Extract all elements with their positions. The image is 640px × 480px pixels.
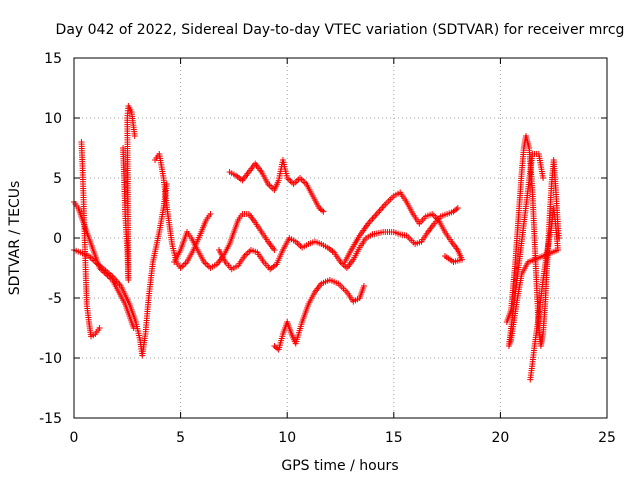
x-tick-label: 10 bbox=[278, 430, 296, 446]
y-tick-label: 5 bbox=[53, 171, 62, 187]
data-point-marker bbox=[430, 212, 437, 219]
data-point-marker bbox=[454, 205, 461, 211]
data-point-marker bbox=[271, 247, 278, 253]
x-tick-label: 5 bbox=[176, 430, 185, 446]
grid-lines bbox=[74, 58, 607, 418]
tick-labels: 0 5 10 15 20 25 -15 -10 -5 0 5 10 15 bbox=[39, 51, 616, 446]
y-tick-label: -10 bbox=[39, 351, 62, 367]
data-point-marker bbox=[294, 240, 301, 247]
data-point-marker bbox=[244, 250, 251, 256]
data-point-marker bbox=[246, 248, 253, 255]
chart-title: Day 042 of 2022, Sidereal Day-to-day VTE… bbox=[56, 22, 625, 38]
y-tick-label: 15 bbox=[44, 51, 62, 67]
y-tick-label: 10 bbox=[44, 111, 62, 127]
y-axis-label: SDTVAR / TECUs bbox=[7, 181, 23, 296]
data-point-marker bbox=[96, 325, 103, 331]
data-point-marker bbox=[319, 207, 326, 214]
data-point-marker bbox=[243, 251, 250, 258]
data-point-marker bbox=[453, 206, 460, 213]
y-tick-label: 0 bbox=[53, 231, 62, 247]
data-point-marker bbox=[268, 184, 275, 190]
y-tick-label: -15 bbox=[39, 411, 62, 427]
data-point-marker bbox=[441, 253, 448, 259]
data-point-marker bbox=[296, 175, 303, 181]
x-tick-label: 0 bbox=[70, 430, 79, 446]
x-tick-label: 25 bbox=[598, 430, 616, 446]
data-point-marker bbox=[204, 262, 211, 268]
data-point-marker bbox=[295, 241, 302, 248]
data-point-marker bbox=[180, 262, 187, 268]
data-point-marker bbox=[182, 260, 189, 267]
x-axis-label: GPS time / hours bbox=[281, 458, 398, 474]
data-point-marker bbox=[293, 178, 300, 184]
data-point-marker bbox=[266, 182, 273, 189]
data-point-marker bbox=[131, 133, 138, 139]
data-point-marker bbox=[540, 175, 547, 181]
data-point-marker bbox=[292, 179, 299, 186]
plot-frame bbox=[73, 57, 608, 419]
data-point-marker bbox=[300, 178, 307, 184]
x-tick-label: 20 bbox=[491, 430, 509, 446]
data-point-marker bbox=[130, 325, 137, 331]
data-point-marker bbox=[339, 260, 346, 267]
data-points bbox=[71, 103, 563, 383]
data-point-marker bbox=[290, 181, 297, 187]
data-point-marker bbox=[287, 178, 294, 184]
data-point-marker bbox=[207, 211, 214, 217]
data-point-marker bbox=[202, 260, 209, 267]
data-point-marker bbox=[301, 179, 308, 186]
y-tick-label: -5 bbox=[48, 291, 62, 307]
data-point-marker bbox=[320, 208, 327, 215]
data-point-marker bbox=[298, 176, 305, 183]
x-tick-label: 15 bbox=[385, 430, 403, 446]
data-point-marker bbox=[360, 283, 367, 289]
axis-ticks bbox=[73, 57, 608, 419]
